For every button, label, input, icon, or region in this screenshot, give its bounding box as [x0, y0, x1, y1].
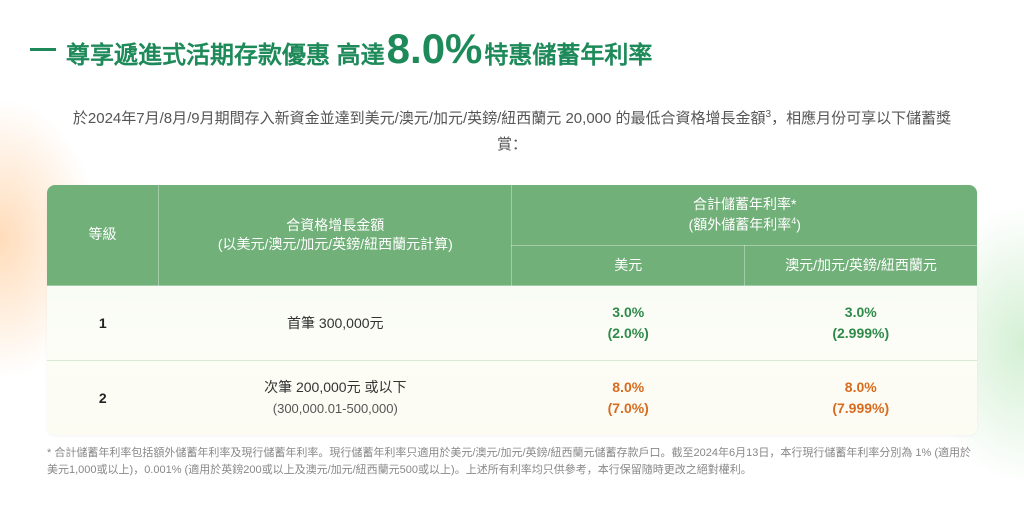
cell-rate-usd: 8.0% (7.0%) [512, 361, 745, 436]
table-row: 2 次筆 200,000元 或以下 (300,000.01-500,000) 8… [47, 361, 977, 436]
cell-rate-usd-main: 3.0% [612, 304, 644, 320]
rate-table-container: 等級 合資格增長金額 (以美元/澳元/加元/英鎊/紐西蘭元計算) 合計儲蓄年利率… [47, 185, 977, 435]
col-header-rate-l1: 合計儲蓄年利率* [693, 196, 796, 212]
cell-rate-usd-sub: (2.0%) [608, 325, 649, 341]
col-subheader-others: 澳元/加元/英鎊/紐西蘭元 [744, 245, 977, 286]
col-header-rate-l2-post: ) [796, 216, 801, 232]
cell-rate-others-main: 8.0% [845, 379, 877, 395]
content-area: 尊享遞進式活期存款優惠 高達 8.0% 特惠儲蓄年利率 於2024年7月/8月/… [0, 0, 1024, 478]
cell-amount: 次筆 200,000元 或以下 (300,000.01-500,000) [159, 361, 512, 436]
headline-big-rate: 8.0% [385, 28, 485, 70]
intro-paragraph: 於2024年7月/8月/9月期間存入新資金並達到美元/澳元/加元/英鎊/紐西蘭元… [62, 106, 962, 157]
cell-amount-main: 次筆 200,000元 或以下 [264, 379, 406, 395]
cell-amount: 首筆 300,000元 [159, 286, 512, 361]
intro-line1-pre: 於2024年7月/8月/9月期間存入新資金並達到美元/澳元/加元/英鎊/紐西蘭元… [73, 110, 766, 127]
cell-tier: 2 [47, 361, 159, 436]
headline-row: 尊享遞進式活期存款優惠 高達 8.0% 特惠儲蓄年利率 [30, 28, 994, 70]
cell-rate-others: 8.0% (7.999%) [744, 361, 977, 436]
col-header-tier: 等級 [47, 185, 159, 286]
col-subheader-usd: 美元 [512, 245, 745, 286]
cell-rate-others-sub: (7.999%) [832, 400, 889, 416]
headline-suffix: 特惠儲蓄年利率 [484, 35, 652, 70]
headline-prefix: 尊享遞進式活期存款優惠 高達 [66, 35, 385, 70]
col-header-amount: 合資格增長金額 (以美元/澳元/加元/英鎊/紐西蘭元計算) [159, 185, 512, 286]
rate-table: 等級 合資格增長金額 (以美元/澳元/加元/英鎊/紐西蘭元計算) 合計儲蓄年利率… [47, 185, 977, 435]
table-row: 1 首筆 300,000元 3.0% (2.0%) 3.0% (2.999%) [47, 286, 977, 361]
cell-tier: 1 [47, 286, 159, 361]
col-header-rate-l2-pre: (額外儲蓄年利率 [689, 216, 792, 232]
cell-amount-main: 首筆 300,000元 [287, 315, 384, 331]
cell-amount-sub: (300,000.01-500,000) [273, 401, 398, 416]
col-header-rate-group: 合計儲蓄年利率* (額外儲蓄年利率4) [512, 185, 977, 245]
cell-rate-usd-main: 8.0% [612, 379, 644, 395]
cell-rate-usd-sub: (7.0%) [608, 400, 649, 416]
cell-rate-others: 3.0% (2.999%) [744, 286, 977, 361]
cell-rate-others-main: 3.0% [845, 304, 877, 320]
headline-text: 尊享遞進式活期存款優惠 高達 8.0% 特惠儲蓄年利率 [66, 28, 652, 70]
cell-rate-usd: 3.0% (2.0%) [512, 286, 745, 361]
headline-accent-bar [30, 48, 56, 51]
col-header-amount-l2: (以美元/澳元/加元/英鎊/紐西蘭元計算) [218, 236, 453, 252]
cell-rate-others-sub: (2.999%) [832, 325, 889, 341]
footnote: * 合計儲蓄年利率包括額外儲蓄年利率及現行儲蓄年利率。現行儲蓄年利率只適用於美元… [47, 445, 977, 478]
col-header-amount-l1: 合資格增長金額 [286, 217, 384, 233]
